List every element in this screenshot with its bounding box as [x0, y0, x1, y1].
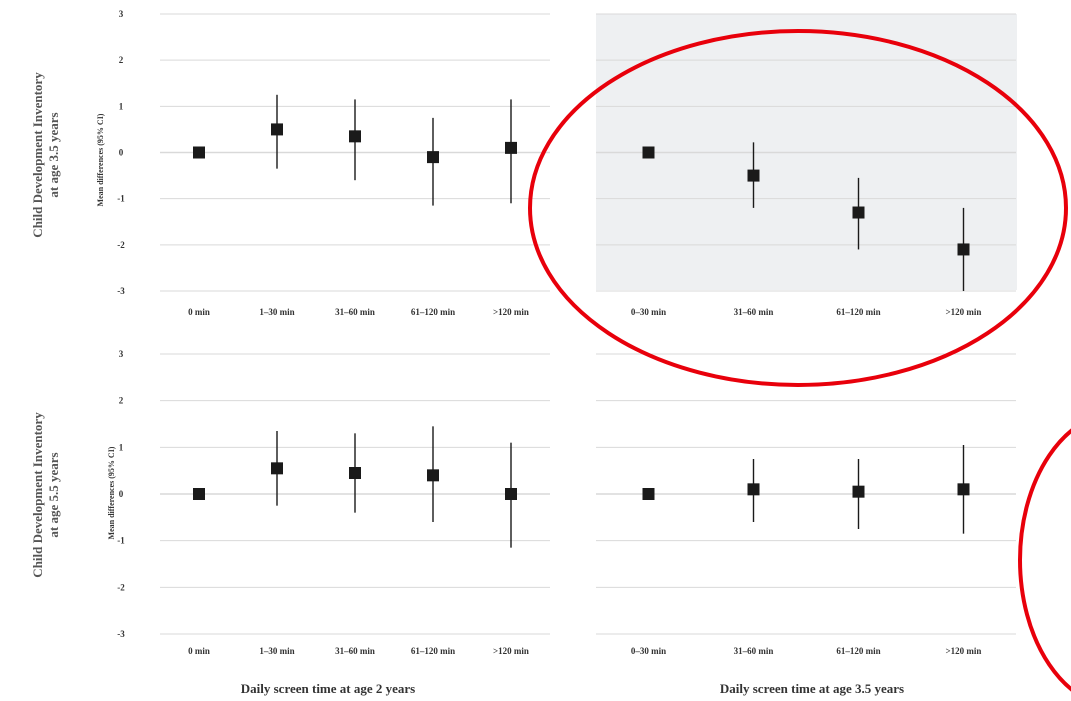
data-point [747, 483, 760, 496]
x-tick-label: >120 min [946, 646, 982, 656]
y-tick-label: 1 [119, 101, 124, 111]
data-point [852, 485, 865, 498]
x-tick-label: 1–30 min [259, 307, 294, 317]
x-tick-label: 0 min [188, 646, 210, 656]
y-axis-label-bottom: Mean differences (95% CI) [107, 446, 116, 539]
x-tick-label: 31–60 min [335, 307, 375, 317]
y-tick-label: 3 [119, 9, 124, 19]
data-point [505, 141, 517, 154]
x-tick-label: 61–120 min [411, 307, 455, 317]
data-point [852, 206, 865, 219]
x-tick-label: 1–30 min [259, 646, 294, 656]
row-label-bottom-line1: Child Development Inventory [30, 412, 45, 578]
y-tick-label: -3 [117, 286, 125, 296]
data-point [427, 151, 439, 164]
data-point [642, 488, 655, 500]
y-tick-label: 1 [119, 442, 124, 452]
x-axis-title-left: Daily screen time at age 2 years [241, 681, 415, 696]
x-tick-label: >120 min [493, 646, 529, 656]
data-point [957, 243, 970, 256]
row-label-top-line1: Child Development Inventory [30, 72, 45, 238]
x-tick-label: >120 min [946, 307, 982, 317]
row-label-bottom-line2: at age 5.5 years [46, 452, 61, 537]
y-axis-label-top: Mean differences (95% CI) [96, 113, 105, 206]
row-label-top-line2: at age 3.5 years [46, 112, 61, 197]
x-tick-label: 0–30 min [631, 646, 666, 656]
y-tick-label: 0 [119, 148, 124, 158]
y-tick-label: 2 [119, 396, 124, 406]
data-point [505, 488, 517, 500]
data-point [747, 169, 760, 182]
x-tick-label: 61–120 min [411, 646, 455, 656]
y-tick-label: -2 [117, 582, 125, 592]
y-tick-label: -1 [117, 194, 125, 204]
y-tick-label: 0 [119, 489, 124, 499]
data-point [349, 130, 361, 143]
data-point [427, 469, 439, 482]
x-tick-label: 61–120 min [836, 307, 880, 317]
x-tick-label: 0 min [188, 307, 210, 317]
data-point [193, 146, 205, 159]
y-tick-label: 3 [119, 349, 124, 359]
y-tick-label: -3 [117, 629, 125, 639]
data-point [957, 483, 970, 496]
y-tick-label: -1 [117, 536, 125, 546]
x-tick-label: 31–60 min [335, 646, 375, 656]
y-tick-label: -2 [117, 240, 125, 250]
x-tick-label: 31–60 min [734, 646, 774, 656]
data-point [271, 462, 283, 475]
x-axis-title-right: Daily screen time at age 3.5 years [720, 681, 904, 696]
y-tick-label: 2 [119, 55, 124, 65]
data-point [642, 146, 655, 159]
x-tick-label: 31–60 min [734, 307, 774, 317]
data-point [271, 123, 283, 136]
data-point [193, 488, 205, 500]
x-tick-label: 61–120 min [836, 646, 880, 656]
x-tick-label: >120 min [493, 307, 529, 317]
data-point [349, 467, 361, 479]
annotation-circle-partial [1018, 428, 1071, 692]
annotation-circle-highlight [528, 29, 1068, 387]
x-tick-label: 0–30 min [631, 307, 666, 317]
